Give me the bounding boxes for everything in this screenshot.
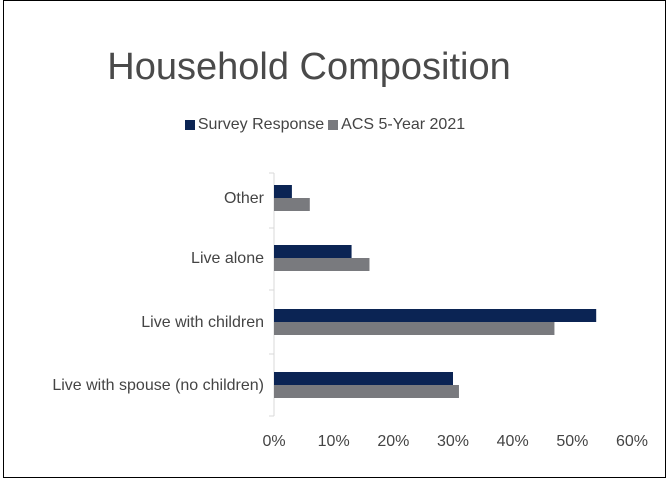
chart-title: Household Composition [107,46,511,88]
legend-swatch-survey [184,120,195,130]
bar-acs-live-with-children [274,322,555,335]
x-tick-label: 40% [497,433,529,450]
category-tick-label: Live with children [141,314,264,331]
legend-item-acs: ACS 5-Year 2021 [328,116,465,134]
bar-acs-live-with-spouse-no-children [274,385,459,398]
x-tick-label: 60% [616,433,648,450]
x-tick-label: 20% [377,433,409,450]
legend-item-survey: Survey Response [184,116,325,134]
bar-acs-live-alone [274,258,370,271]
x-tick-label: 50% [556,433,588,450]
x-tick-label: 10% [318,433,350,450]
chart-legend: Survey Response ACS 5-Year 2021 [0,116,650,134]
x-tick-label: 30% [437,433,469,450]
legend-label-acs: ACS 5-Year 2021 [341,116,466,133]
bar-survey-live-alone [274,245,352,258]
category-tick-label: Other [224,190,265,207]
bar-survey-live-with-spouse-no-children [274,372,453,385]
legend-swatch-acs [328,120,339,130]
x-tick-label: 0% [262,433,285,450]
category-tick-label: Live with spouse (no children) [52,377,264,394]
bar-survey-other [274,185,292,198]
bar-acs-other [274,198,310,211]
bar-survey-live-with-children [274,309,597,322]
chart-frame [3,0,666,478]
category-tick-label: Live alone [191,250,264,267]
legend-label-survey: Survey Response [197,116,325,133]
